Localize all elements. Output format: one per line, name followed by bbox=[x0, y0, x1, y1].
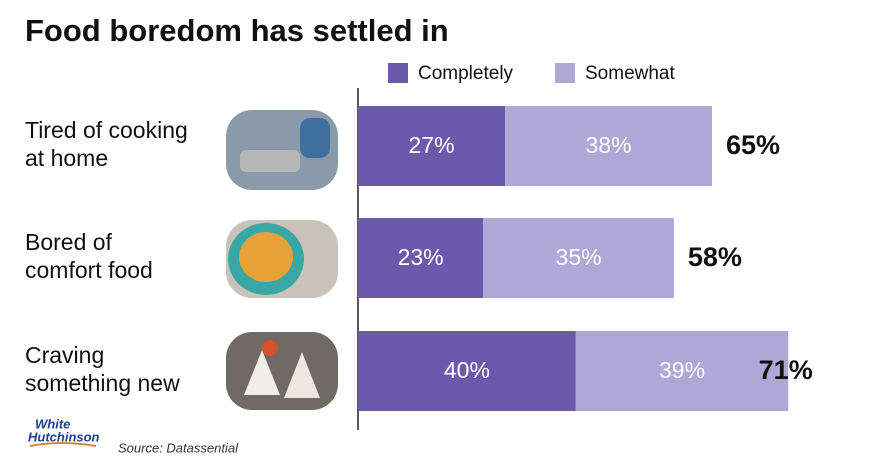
category-label: at home bbox=[25, 145, 108, 171]
logo-swoosh bbox=[29, 442, 97, 447]
legend-label: Completely bbox=[418, 63, 514, 84]
photo bbox=[226, 220, 338, 298]
category-label: comfort food bbox=[25, 257, 153, 283]
chart-title: Food boredom has settled in bbox=[25, 13, 449, 48]
bar-segment bbox=[575, 331, 789, 411]
value-label: 35% bbox=[556, 244, 602, 270]
value-label: 39% bbox=[659, 357, 705, 383]
value-label: 38% bbox=[585, 132, 631, 158]
total-label: 58% bbox=[688, 242, 742, 272]
bar-segment bbox=[505, 106, 712, 186]
bar-segment bbox=[358, 218, 484, 298]
logo: White bbox=[35, 416, 70, 431]
legend-label: Somewhat bbox=[585, 63, 675, 84]
value-label: 23% bbox=[398, 244, 444, 270]
value-label: 40% bbox=[444, 357, 490, 383]
source: Source: Datassential bbox=[118, 440, 239, 455]
bar-segment bbox=[358, 106, 506, 186]
category-label: Tired of cooking bbox=[25, 117, 188, 143]
total-label: 65% bbox=[726, 130, 780, 160]
photo bbox=[226, 332, 338, 410]
legend-swatch bbox=[555, 63, 575, 83]
total-label: 71% bbox=[759, 355, 813, 385]
category-label: Bored of bbox=[25, 229, 113, 255]
value-label: 27% bbox=[408, 132, 454, 158]
photo bbox=[226, 110, 338, 190]
category-label: Craving bbox=[25, 342, 104, 368]
bar-segment bbox=[483, 218, 674, 298]
logo: Hutchinson bbox=[28, 429, 100, 444]
legend-swatch bbox=[388, 63, 408, 83]
category-label: something new bbox=[25, 370, 180, 396]
bar-segment bbox=[358, 331, 576, 411]
